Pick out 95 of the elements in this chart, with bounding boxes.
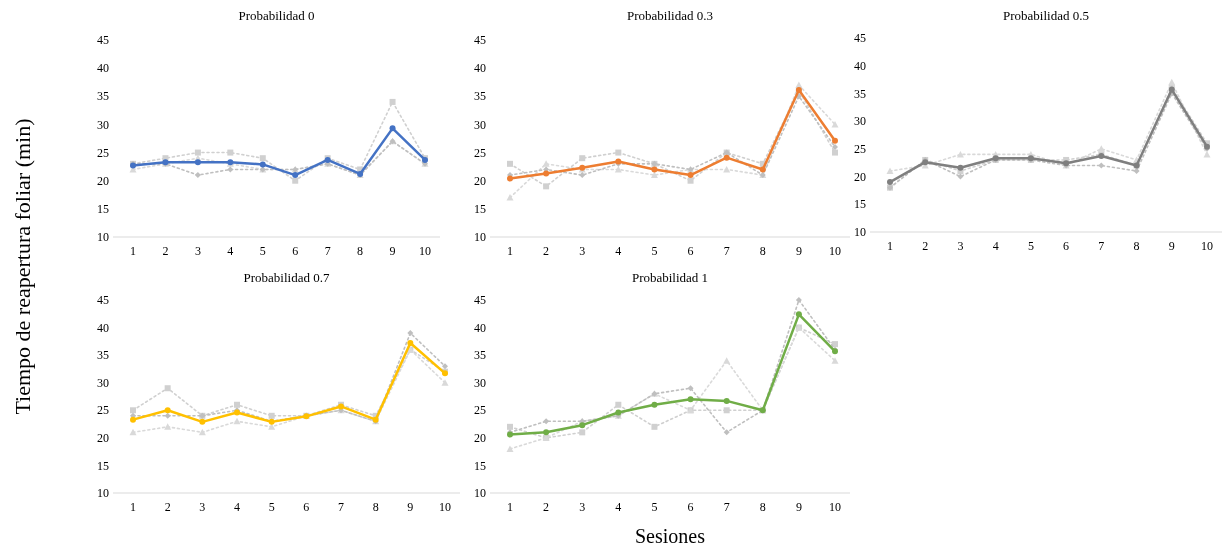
- x-tick-label: 8: [759, 244, 766, 258]
- x-tick-label: 8: [759, 500, 766, 514]
- y-tick-label: 35: [854, 86, 866, 101]
- y-tick-label: 35: [474, 89, 486, 104]
- y-tick-label: 35: [474, 348, 486, 363]
- y-tick-label: 15: [97, 202, 109, 217]
- y-tick-label: 15: [474, 202, 486, 217]
- y-tick-label: 10: [97, 486, 109, 501]
- y-tick-label: 20: [474, 173, 486, 188]
- x-tick-label: 9: [1168, 239, 1175, 253]
- chart-title: Probabilidad 1: [631, 270, 709, 285]
- y-tick-label: 25: [474, 145, 486, 160]
- x-tick-label: 6: [687, 500, 694, 514]
- y-tick-label: 15: [474, 458, 486, 473]
- y-tick-label: 25: [97, 403, 109, 418]
- x-tick-label: 3: [957, 239, 964, 253]
- x-tick-label: 3: [199, 500, 206, 514]
- chart-title: Probabilidad 0: [238, 8, 315, 23]
- x-tick-label: 4: [992, 239, 999, 253]
- x-tick-label: 4: [615, 244, 622, 258]
- x-tick-label: 1: [887, 239, 893, 253]
- x-tick-label: 10: [829, 500, 841, 514]
- y-tick-label: 35: [97, 348, 109, 363]
- y-tick-label: 10: [854, 225, 866, 240]
- y-tick-label: 45: [97, 33, 109, 48]
- x-tick-label: 10: [439, 500, 451, 514]
- y-tick-label: 45: [474, 293, 486, 308]
- y-tick-label: 20: [854, 169, 866, 184]
- x-tick-label: 6: [292, 244, 299, 258]
- y-tick-label: 45: [854, 31, 866, 46]
- y-tick-label: 35: [97, 89, 109, 104]
- y-tick-label: 25: [474, 403, 486, 418]
- x-tick-label: 10: [1201, 239, 1213, 253]
- x-tick-label: 10: [419, 244, 431, 258]
- x-tick-label: 5: [259, 244, 266, 258]
- x-tick-label: 8: [1133, 239, 1140, 253]
- x-tick-label: 5: [268, 500, 275, 514]
- x-tick-label: 3: [194, 244, 201, 258]
- x-tick-label: 6: [303, 500, 310, 514]
- x-tick-label: 4: [227, 244, 234, 258]
- x-tick-label: 7: [723, 500, 730, 514]
- x-tick-label: 9: [389, 244, 396, 258]
- x-tick-label: 4: [234, 500, 240, 514]
- y-tick-label: 30: [97, 375, 109, 390]
- y-tick-label: 40: [474, 61, 486, 76]
- y-tick-label: 30: [474, 375, 486, 390]
- x-tick-label: 9: [795, 500, 802, 514]
- x-tick-label: 1: [507, 500, 513, 514]
- x-tick-label: 2: [162, 244, 169, 258]
- x-tick-label: 9: [407, 500, 414, 514]
- x-tick-label: 7: [338, 500, 344, 514]
- x-tick-label: 2: [922, 239, 929, 253]
- y-tick-label: 40: [854, 58, 866, 73]
- x-tick-label: 9: [795, 244, 802, 258]
- x-tick-label: 6: [1063, 239, 1070, 253]
- y-tick-label: 25: [97, 145, 109, 160]
- x-tick-label: 2: [543, 244, 550, 258]
- x-tick-label: 7: [723, 244, 730, 258]
- y-tick-label: 25: [854, 142, 866, 157]
- y-tick-label: 10: [474, 486, 486, 501]
- x-tick-label: 4: [615, 500, 622, 514]
- y-tick-label: 40: [97, 61, 109, 76]
- x-axis-title: Sesiones: [635, 525, 706, 547]
- y-tick-label: 20: [474, 431, 486, 446]
- y-tick-label: 20: [97, 431, 109, 446]
- x-tick-label: 7: [324, 244, 331, 258]
- x-tick-label: 8: [357, 244, 364, 258]
- x-tick-label: 8: [372, 500, 379, 514]
- y-tick-label: 40: [97, 320, 109, 335]
- y-tick-label: 15: [854, 197, 866, 212]
- y-tick-label: 30: [854, 114, 866, 129]
- x-tick-label: 5: [1027, 239, 1034, 253]
- y-axis-title: Tiempo de reapertura foliar (min): [10, 118, 35, 415]
- chart-title: Probabilidad 0.5: [1003, 8, 1089, 23]
- x-tick-label: 1: [130, 500, 136, 514]
- y-tick-label: 30: [474, 117, 486, 132]
- x-tick-label: 7: [1098, 239, 1105, 253]
- y-tick-label: 30: [97, 117, 109, 132]
- x-tick-label: 1: [507, 244, 513, 258]
- x-tick-label: 5: [651, 244, 658, 258]
- x-tick-label: 3: [579, 244, 586, 258]
- y-tick-label: 15: [97, 458, 109, 473]
- y-tick-label: 45: [474, 33, 486, 48]
- x-tick-label: 10: [829, 244, 841, 258]
- x-tick-label: 2: [164, 500, 171, 514]
- y-tick-label: 45: [97, 293, 109, 308]
- x-tick-label: 1: [130, 244, 136, 258]
- y-tick-label: 20: [97, 173, 109, 188]
- chart-title: Probabilidad 0.3: [627, 8, 713, 23]
- y-tick-label: 40: [474, 320, 486, 335]
- x-tick-label: 5: [651, 500, 658, 514]
- x-tick-label: 2: [543, 500, 550, 514]
- chart-title: Probabilidad 0.7: [243, 270, 330, 285]
- x-tick-label: 3: [579, 500, 586, 514]
- x-tick-label: 6: [687, 244, 694, 258]
